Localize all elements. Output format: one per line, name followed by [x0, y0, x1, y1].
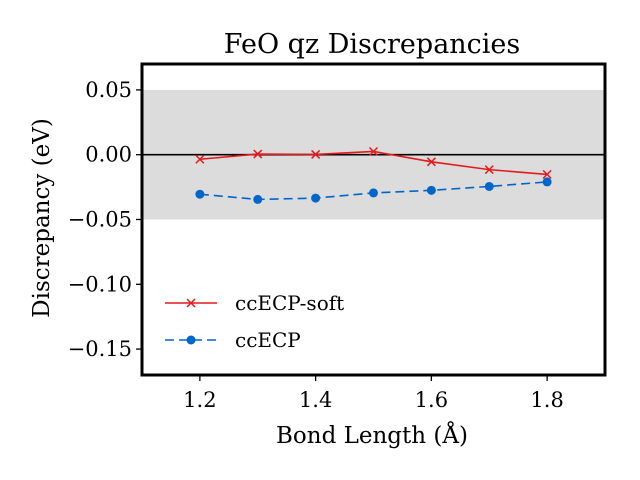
- data-point-series0-6: [542, 169, 552, 179]
- legend: ccECP-soft ccECP: [165, 291, 344, 352]
- x-axis-label: Bond Length (Å): [276, 421, 468, 449]
- series-layer: [195, 146, 552, 204]
- legend-marker-1: [186, 335, 196, 345]
- data-point-series1-5: [484, 181, 494, 191]
- y-axis-label: Discrepancy (eV): [29, 118, 55, 318]
- data-point-series0-0: [195, 154, 205, 164]
- data-point-series0-2: [311, 149, 321, 159]
- x-tick-label: 1.8: [530, 388, 563, 412]
- data-point-series1-1: [253, 194, 263, 204]
- legend-label-1: ccECP: [235, 328, 301, 352]
- data-point-series0-3: [368, 146, 379, 156]
- tick-layer: 1.2 1.4 1.6 1.8 0.05 0.00 −0.05 −0.10 −0.15: [68, 78, 564, 412]
- marker-stroke: [426, 157, 436, 167]
- data-point-series1-6: [542, 177, 552, 187]
- x-tick-label: 1.4: [299, 388, 332, 412]
- legend-marker-0: [186, 298, 196, 308]
- x-tick-label: 1.2: [183, 388, 216, 412]
- marker-stroke: [253, 149, 263, 159]
- y-tick-label: 0.05: [85, 78, 132, 102]
- data-point-series0-1: [253, 149, 263, 159]
- data-point-series1-3: [369, 188, 378, 198]
- data-point-series1-0: [195, 189, 205, 199]
- y-tick-label: −0.15: [68, 337, 132, 361]
- data-point-series0-4: [426, 157, 436, 167]
- marker-stroke: [311, 149, 321, 159]
- legend-label-0: ccECP-soft: [235, 291, 344, 315]
- marker-stroke: [542, 169, 552, 179]
- x-tick-label: 1.6: [415, 388, 448, 412]
- chart-title: FeO qz Discrepancies: [224, 29, 521, 60]
- marker-stroke: [484, 165, 494, 175]
- y-tick-label: −0.10: [68, 272, 132, 296]
- marker-stroke: [195, 154, 205, 164]
- y-tick-label: 0.00: [85, 143, 132, 167]
- data-point-series1-2: [311, 193, 321, 203]
- marker-stroke: [368, 146, 379, 156]
- data-point-series0-5: [484, 165, 494, 175]
- data-point-series1-4: [426, 185, 436, 195]
- y-tick-label: −0.05: [68, 208, 132, 232]
